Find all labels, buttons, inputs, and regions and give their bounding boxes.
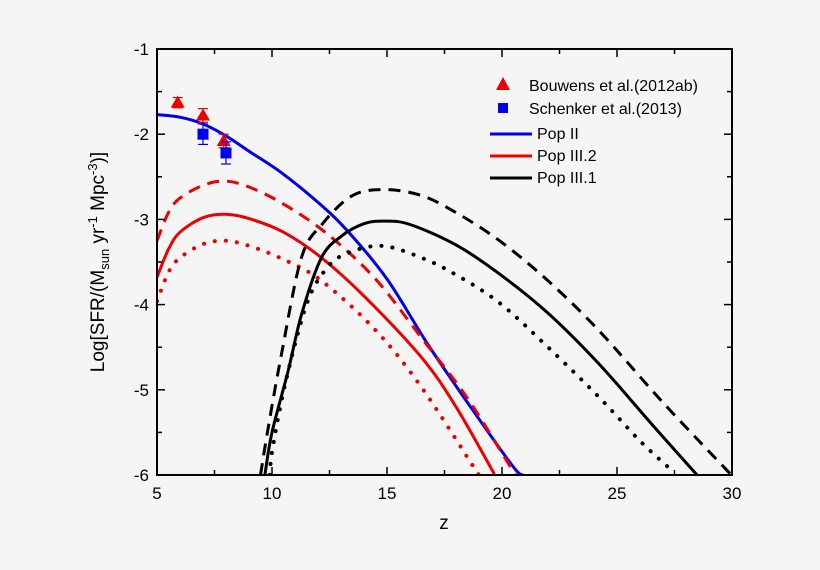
legend-label-pop3-1: Pop III.1 — [537, 170, 597, 187]
point-square — [220, 147, 232, 159]
point-triangle — [170, 95, 185, 108]
axis-ticks — [156, 48, 733, 476]
point-triangle — [196, 108, 210, 121]
curve-series-6-dotted — [267, 243, 675, 475]
y-tick-label: -1 — [134, 40, 149, 59]
curves — [157, 113, 732, 475]
legend-label-pop3-2: Pop III.2 — [537, 148, 597, 165]
y-tick-label: -4 — [134, 296, 149, 315]
y-tick-label: -6 — [134, 466, 149, 485]
x-axis-title: z — [439, 513, 449, 534]
legend-label-schenker: Schenker et al.(2013) — [529, 101, 682, 118]
x-tick-label: 25 — [608, 484, 627, 503]
curve-series-2-dashed — [157, 179, 518, 475]
point-triangle — [216, 134, 231, 147]
legend-triangle-icon — [496, 77, 510, 90]
tick-labels: 5 10 15 20 25 30 -1 -2 -3 -4 -5 -6 — [134, 40, 742, 503]
legend-label-bouwens: Bouwens et al.(2012ab) — [529, 78, 698, 95]
curve-series-3-dotted — [157, 238, 482, 475]
legend-square-icon — [498, 103, 508, 113]
curve-series-5-dashed — [259, 188, 732, 475]
data-points — [170, 95, 232, 165]
curve-pop-iii-1-solid — [263, 219, 699, 475]
y-tick-label: -2 — [134, 125, 149, 144]
legend-label-pop2: Pop II — [537, 126, 579, 143]
point-square — [197, 128, 209, 140]
curve-pop-iii-2-solid — [157, 212, 496, 475]
x-tick-label: 20 — [493, 484, 512, 503]
y-tick-label: -5 — [134, 381, 149, 400]
x-tick-label: 5 — [152, 484, 161, 503]
x-tick-label: 30 — [723, 484, 742, 503]
curve-pop-ii-solid — [157, 113, 524, 475]
x-tick-label: 10 — [263, 484, 282, 503]
legend: Bouwens et al.(2012ab) Schenker et al.(2… — [490, 77, 698, 187]
x-tick-label: 15 — [378, 484, 397, 503]
y-axis-title: Log[SFR/(Msun yr-1 Mpc-3)] — [85, 152, 112, 372]
y-tick-label: -3 — [134, 210, 149, 229]
